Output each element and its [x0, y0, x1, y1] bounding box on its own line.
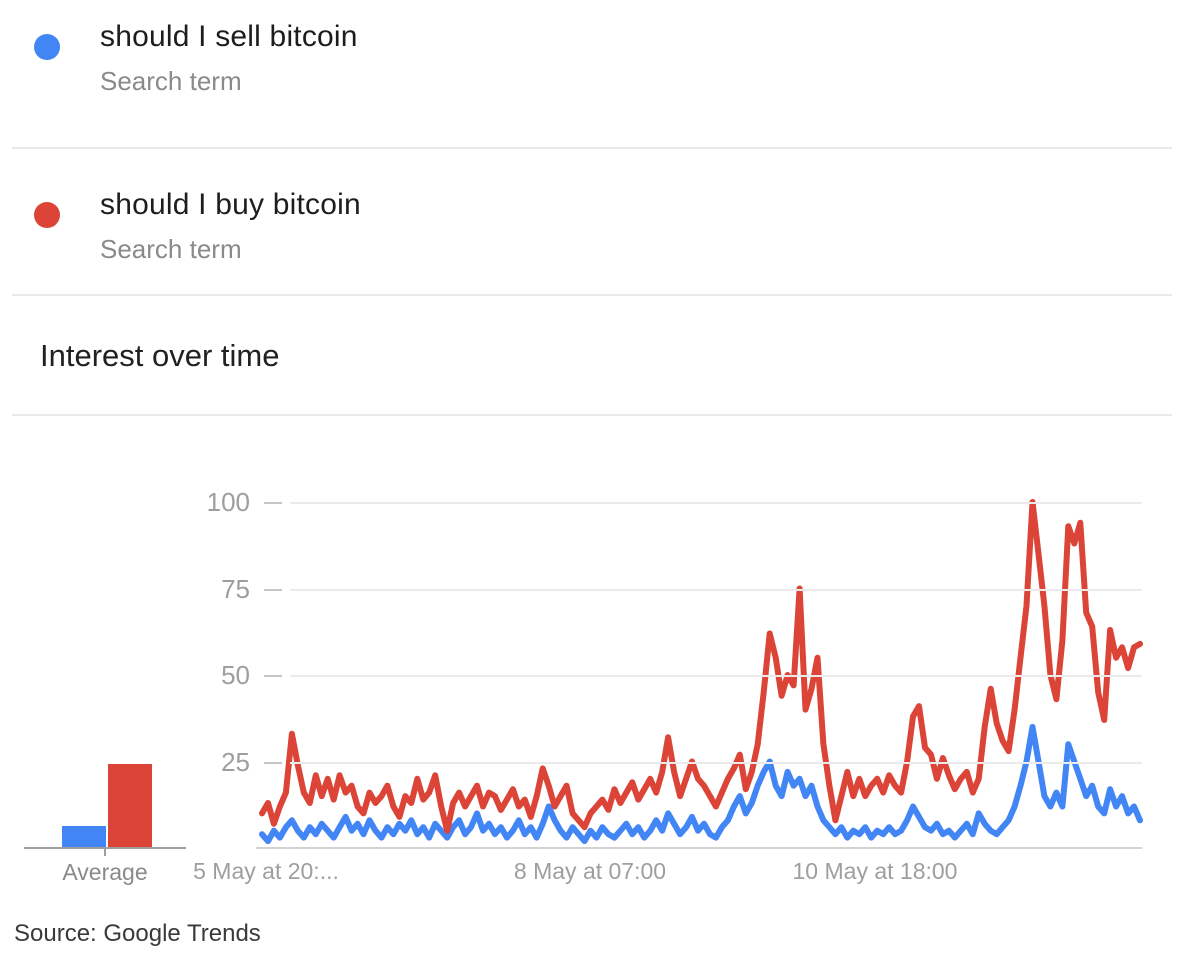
trend-line-buy — [259, 499, 1143, 834]
average-bar-sell — [62, 826, 106, 847]
trend-lines-plot[interactable] — [250, 450, 1150, 854]
x-axis-line — [256, 847, 1142, 849]
series-dot-blue-icon — [34, 34, 60, 60]
average-axis-line — [24, 847, 186, 849]
average-axis-tick — [104, 849, 106, 856]
term-label: should I sell bitcoin — [100, 20, 358, 53]
divider — [12, 414, 1172, 416]
y-tick-label: 25 — [221, 747, 250, 777]
y-tick-label: 50 — [221, 660, 250, 690]
y-grid-tick — [264, 589, 282, 591]
term-item-should-i-buy-bitcoin[interactable]: should I buy bitcoin Search term — [0, 188, 1186, 308]
series-dot-red-icon — [34, 202, 60, 228]
y-tick-label: 100 — [206, 487, 250, 517]
y-gridline — [290, 589, 1142, 591]
x-tick-label: 10 May at 18:00 — [792, 858, 958, 884]
x-tick-label: 5 May at 20:... — [193, 858, 339, 884]
term-item-should-i-sell-bitcoin[interactable]: should I sell bitcoin Search term — [0, 20, 1186, 140]
x-tick-label: 8 May at 07:00 — [513, 858, 667, 884]
source-caption: Source: Google Trends — [14, 920, 261, 947]
y-gridline — [290, 675, 1142, 677]
trend-line-sell — [259, 723, 1143, 845]
y-grid-tick — [264, 762, 282, 764]
y-grid-tick — [264, 502, 282, 504]
y-grid-tick — [264, 675, 282, 677]
y-gridline — [290, 502, 1142, 504]
term-type-label: Search term — [100, 234, 242, 264]
average-label: Average — [62, 859, 148, 885]
divider — [12, 147, 1172, 149]
term-type-label: Search term — [100, 66, 242, 96]
term-label: should I buy bitcoin — [100, 188, 361, 221]
section-title: Interest over time — [40, 338, 280, 373]
y-gridline — [290, 762, 1142, 764]
interest-over-time-chart[interactable]: Average 100 75 50 25 5 May at 20:... 8 May at… — [0, 440, 1186, 910]
average-bar-buy — [108, 764, 152, 847]
y-tick-label: 75 — [221, 574, 250, 604]
divider — [12, 294, 1172, 296]
